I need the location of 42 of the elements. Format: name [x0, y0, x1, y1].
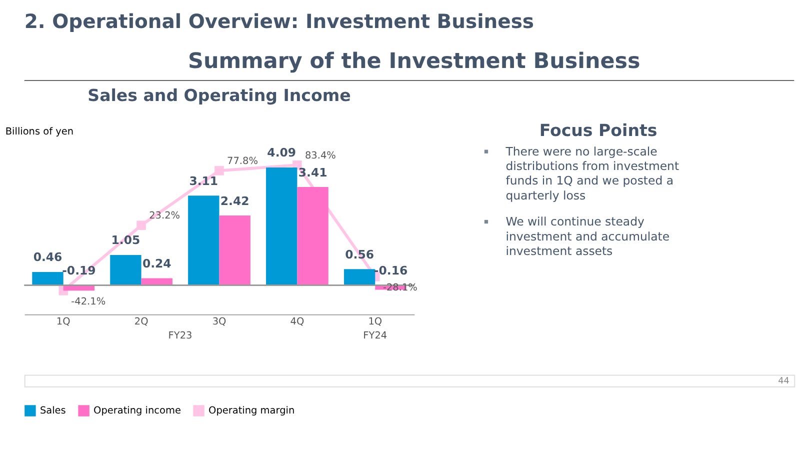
- data-label: 3.41: [298, 165, 328, 180]
- bar: [110, 254, 142, 286]
- text: Summary of the Investment Business: [188, 48, 640, 74]
- bar: [63, 285, 95, 291]
- bar: [219, 216, 250, 286]
- data-label: 2.42: [220, 194, 250, 208]
- bar: [344, 269, 376, 286]
- data-label: 0.46: [33, 250, 62, 264]
- x-tick-label: 4Q: [290, 316, 304, 328]
- data-label: 23.2%: [149, 210, 180, 222]
- x-tick-label: 3Q: [212, 316, 227, 328]
- x-tick-label: 1Q: [56, 316, 71, 328]
- bar: [266, 167, 298, 286]
- data-label: 0.24: [142, 256, 172, 271]
- bar: [188, 196, 220, 286]
- y-axis-title: Billions of yen: [5, 126, 74, 138]
- x-tick-label: 2Q: [134, 316, 149, 328]
- data-label: 77.8%: [227, 156, 258, 167]
- bar: [32, 272, 64, 286]
- data-label: 4.09: [267, 146, 296, 160]
- chart-title: Sales and Operating Income: [88, 86, 351, 105]
- data-label: 0.56: [345, 247, 374, 262]
- point: [136, 220, 146, 230]
- text: 2. Operational Overview: Investment Business: [24, 10, 534, 33]
- data-label: 3.11: [189, 174, 218, 188]
- data-label: -0.19: [62, 263, 96, 278]
- data-label: 83.4%: [304, 150, 336, 162]
- data-label: -42.1%: [71, 296, 106, 308]
- legend-label: Sales: [40, 406, 66, 417]
- bar: [297, 187, 328, 286]
- point: [214, 166, 224, 176]
- legend-label: Operating income: [94, 406, 181, 417]
- text: Focus Points: [539, 120, 658, 140]
- x-tick-label: 1Q: [368, 316, 382, 328]
- data-label: -0.16: [374, 263, 408, 278]
- legend-label: Operating margin: [208, 406, 295, 417]
- text: 44: [778, 376, 790, 386]
- data-label: 1.05: [111, 233, 140, 248]
- text: We will continue steady investment and accumulate investment assets: [506, 214, 670, 258]
- text: FY23: [168, 330, 192, 342]
- text: FY24: [363, 330, 388, 342]
- text: There were no large-scale distributions from investment funds in 1Q and we posted a quarterly loss: [504, 144, 680, 202]
